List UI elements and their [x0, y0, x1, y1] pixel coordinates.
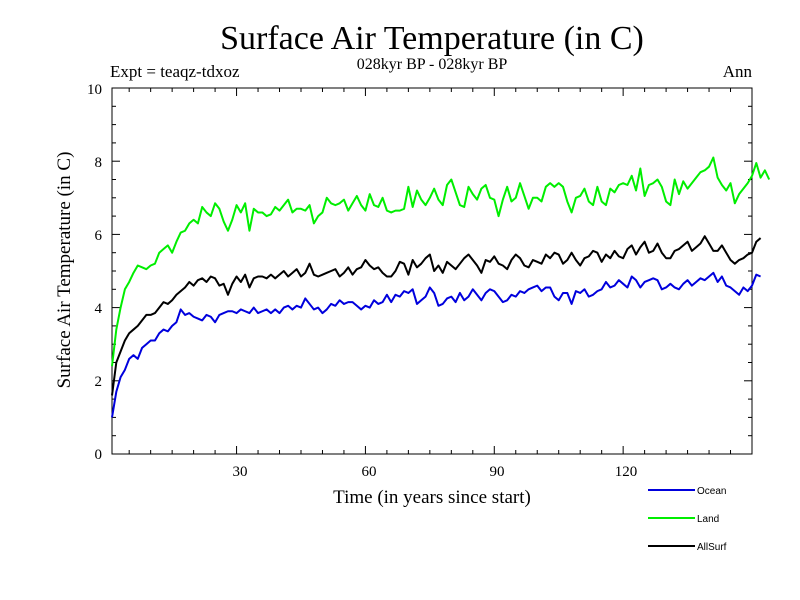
- x-tick-label: 120: [615, 464, 638, 480]
- y-tick-label: 0: [95, 447, 103, 463]
- legend-label-allsurf: AllSurf: [697, 542, 727, 553]
- y-tick-label: 6: [95, 228, 103, 244]
- x-tick-label: 60: [362, 464, 377, 480]
- x-axis-label: Time (in years since start): [333, 487, 531, 508]
- series-line-allsurf: [111, 235, 762, 396]
- legend: Ocean Land AllSurf: [648, 486, 727, 553]
- legend-label-land: Land: [697, 514, 719, 525]
- season-label: Ann: [723, 62, 753, 81]
- chart-title: Surface Air Temperature (in C): [220, 20, 644, 57]
- series-line-land: [111, 156, 771, 367]
- axis-ticks: [112, 87, 753, 455]
- y-tick-label: 10: [87, 82, 102, 98]
- experiment-label: Expt = teaqz-tdxoz: [110, 62, 240, 81]
- y-tick-label: 2: [95, 374, 103, 390]
- chart-subtitle: 028kyr BP - 028kyr BP: [357, 56, 508, 73]
- series-lines: [111, 156, 771, 418]
- legend-label-ocean: Ocean: [697, 486, 726, 497]
- series-line-ocean: [111, 271, 761, 418]
- x-tick-label: 30: [233, 464, 248, 480]
- y-tick-label: 8: [95, 155, 103, 171]
- y-axis-label: Surface Air Temperature (in C): [54, 152, 75, 389]
- plot-frame: [111, 87, 753, 455]
- y-tick-label: 4: [95, 301, 103, 317]
- x-tick-label: 90: [490, 464, 505, 480]
